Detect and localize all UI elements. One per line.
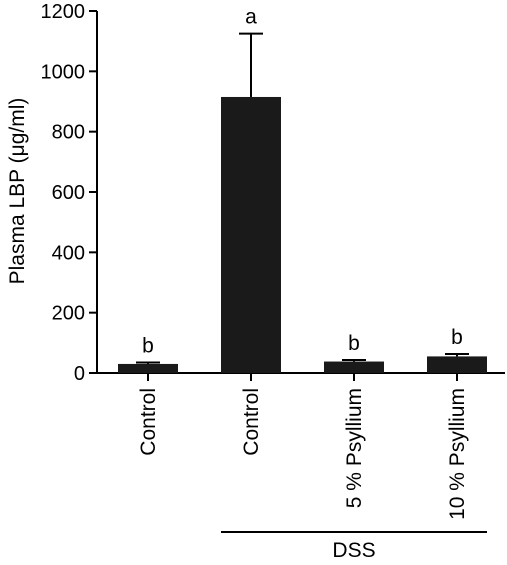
significance-letter: b xyxy=(451,326,463,349)
y-tick-label: 1200 xyxy=(41,1,86,23)
x-tick-label: Control xyxy=(137,388,160,456)
bar xyxy=(324,361,384,373)
x-tick-label: Control xyxy=(240,388,263,456)
y-tick-label: 800 xyxy=(52,122,85,144)
y-axis-label: Plasma LBP (μg/ml) xyxy=(6,98,29,285)
significance-letters: b a b b xyxy=(142,6,463,358)
y-tick-label: 200 xyxy=(52,303,85,325)
axes xyxy=(96,11,505,374)
dss-bracket-label: DSS xyxy=(332,539,375,562)
bars xyxy=(118,96,487,373)
y-tick-label: 0 xyxy=(74,363,85,385)
x-tick-labels: Control Control 5 % Psyllium 10 % Psyllium xyxy=(137,373,469,520)
y-ticks: 0 200 400 600 800 1000 1200 xyxy=(41,1,97,385)
significance-letter: a xyxy=(245,6,257,29)
error-bars xyxy=(136,32,469,364)
bar xyxy=(427,356,487,373)
x-tick-label: 10 % Psyllium xyxy=(446,388,469,520)
y-tick-label: 1000 xyxy=(41,61,86,83)
bar xyxy=(118,363,178,373)
significance-letter: b xyxy=(348,332,360,355)
significance-letter: b xyxy=(142,334,154,357)
bar xyxy=(221,96,281,373)
y-tick-label: 600 xyxy=(52,182,85,204)
x-tick-label: 5 % Psyllium xyxy=(343,388,366,508)
y-tick-label: 400 xyxy=(52,242,85,264)
